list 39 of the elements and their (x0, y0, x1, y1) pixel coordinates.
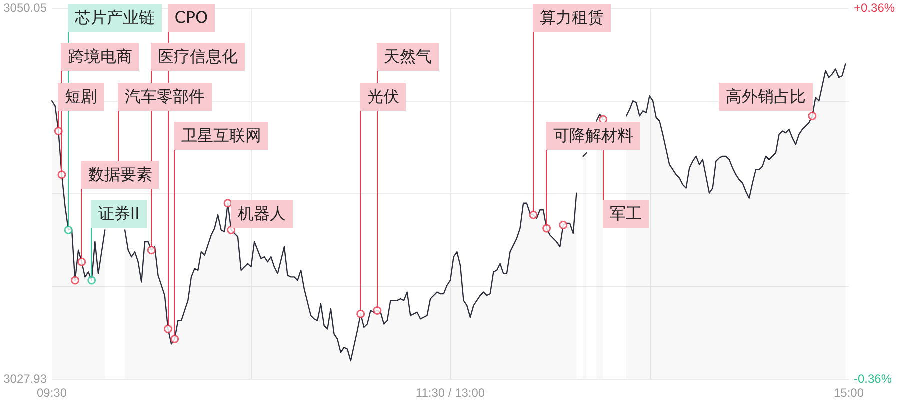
annotation: 证券II (91, 200, 147, 228)
x-tick-label: 15:00 (834, 386, 864, 400)
point (58, 170, 66, 180)
annotation: 算力租赁 (533, 4, 612, 32)
y2-tick-label: -0.36% (854, 372, 892, 386)
annotation: 军工 (602, 200, 649, 228)
point (54, 127, 63, 136)
point (147, 246, 156, 255)
point (808, 112, 817, 120)
annotation: 可降解材料 (546, 122, 640, 150)
point (373, 306, 382, 315)
annotation: CPO (168, 4, 216, 32)
annotation: 机器人 (230, 200, 293, 228)
annotation: 短剧 (58, 82, 104, 111)
x-tick-label: 09:30 (36, 386, 68, 400)
annotation: 汽车零部件 (118, 82, 212, 111)
point (78, 258, 86, 266)
x-tick-label: 11:30 / 13:00 (416, 386, 486, 400)
annotation: 医疗信息化 (151, 43, 246, 72)
annotation: 数据要素 (81, 161, 160, 190)
y-tick-label: 3027.93 (4, 372, 48, 386)
point (164, 324, 172, 334)
annotation: 跨境电商 (61, 43, 140, 72)
annotation: 高外销占比 (718, 82, 813, 111)
point (170, 335, 180, 344)
annotation: 卫星互联网 (174, 122, 268, 150)
point (88, 276, 96, 285)
y-tick-label: 3050.05 (4, 1, 48, 15)
annotation: 天然气 (376, 43, 439, 72)
point (71, 276, 80, 285)
point (227, 226, 236, 234)
annotation: 光伏 (360, 82, 406, 111)
point (529, 210, 538, 220)
annotation: 芯片产业链 (68, 4, 162, 32)
point (64, 226, 73, 234)
y2-tick-label: +0.36% (854, 1, 896, 15)
point (356, 310, 366, 318)
point (542, 224, 552, 233)
point (559, 221, 568, 230)
